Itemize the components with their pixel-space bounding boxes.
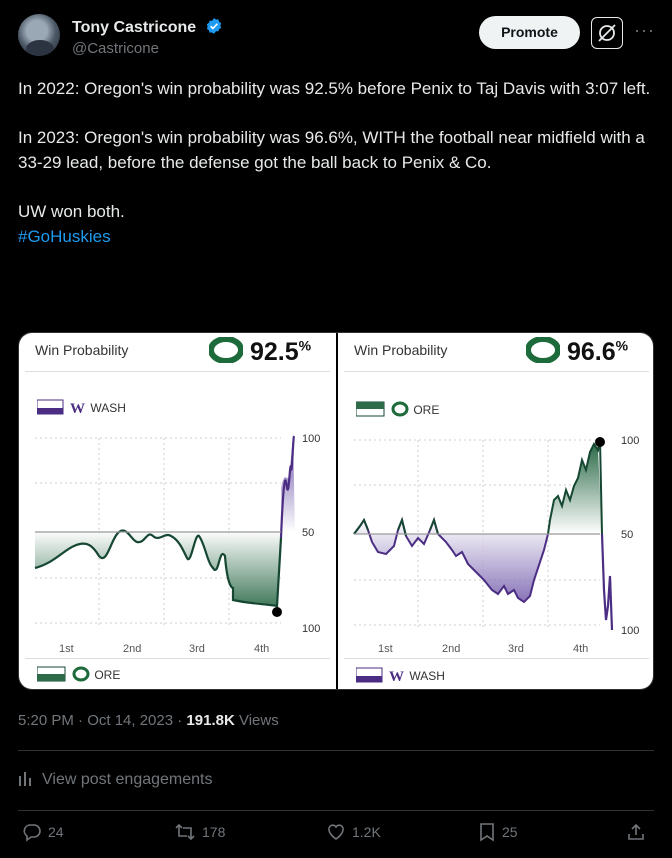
- svg-text:W: W: [70, 401, 85, 415]
- repost-count: 178: [202, 824, 226, 840]
- grok-slash-icon: [598, 24, 616, 42]
- bookmark-count: 25: [502, 824, 518, 840]
- repost-icon: [175, 823, 195, 841]
- share-button[interactable]: [626, 822, 646, 842]
- verified-badge-icon: [206, 18, 221, 34]
- quarter-label: 1st: [59, 643, 74, 655]
- wash-late-line: [600, 533, 614, 631]
- tweet-text: In 2022: Oregon's win probability was 92…: [18, 76, 654, 249]
- tweet-paragraph-1: In 2022: Oregon's win probability was 92…: [18, 79, 651, 98]
- legend-top: ORE: [355, 401, 440, 417]
- win-probability-chart-2023: 100 50 100 1st 2nd 3rd 4th: [353, 435, 639, 655]
- heart-icon: [328, 824, 344, 840]
- percentage-sign: %: [298, 337, 312, 354]
- ore-line: [34, 529, 283, 608]
- wash-line: [353, 516, 549, 604]
- card-title: Win Probability: [35, 342, 129, 358]
- quarter-label: 2nd: [442, 643, 460, 655]
- view-count: 191.8K: [186, 712, 235, 729]
- views-label: Views: [234, 712, 279, 729]
- wash-area: [354, 520, 548, 602]
- analytics-icon: [19, 772, 31, 786]
- y-label-mid: 50: [621, 529, 633, 541]
- divider: [18, 810, 654, 811]
- author-name-row[interactable]: Tony Castricone: [72, 17, 223, 37]
- more-icon[interactable]: ···: [634, 20, 655, 40]
- bookmark-icon: [480, 823, 494, 842]
- quarter-label: 3rd: [508, 643, 524, 655]
- tweet-media[interactable]: Win Probability 92.5% W WASH: [18, 332, 654, 690]
- view-engagements-link[interactable]: View post engagements: [18, 770, 212, 789]
- divider: [18, 750, 654, 751]
- tweet-timestamp[interactable]: 5:20 PM · Oct 14, 2023 ·: [18, 712, 187, 729]
- bookmark-button[interactable]: 25: [478, 822, 518, 842]
- uw-legend-icon: W: [355, 667, 404, 685]
- percentage-value: 96.6: [566, 338, 616, 366]
- uw-legend-icon: W: [36, 399, 85, 417]
- end-marker: [595, 437, 605, 447]
- legend-bottom: W WASH: [355, 667, 445, 685]
- author-name[interactable]: Tony Castricone: [72, 19, 197, 36]
- author-handle[interactable]: @Castricone: [72, 40, 159, 57]
- divider: [344, 371, 649, 372]
- tweet-paragraph-3: UW won both.: [18, 202, 125, 221]
- oregon-logo-icon: [208, 336, 244, 364]
- repost-button[interactable]: 178: [174, 822, 225, 842]
- ore-area: [35, 530, 281, 606]
- view-engagements-label: View post engagements: [42, 771, 213, 788]
- win-probability-chart-2022: 100 50 100 1st 2nd 3rd 4th: [34, 433, 320, 655]
- action-bar: 24 178 1.2K 25: [18, 822, 654, 850]
- legend-team-label: ORE: [94, 668, 121, 682]
- card-percentage: 92.5%: [208, 336, 312, 367]
- y-label-bottom: 100: [302, 623, 320, 635]
- divider: [25, 658, 330, 659]
- y-label-top: 100: [621, 435, 639, 447]
- tweet-paragraph-2: In 2023: Oregon's win probability was 96…: [18, 128, 645, 172]
- share-icon: [628, 823, 644, 840]
- legend-top: W WASH: [36, 399, 126, 417]
- win-probability-card-2022[interactable]: Win Probability 92.5% W WASH: [19, 333, 336, 689]
- promote-button[interactable]: Promote: [479, 16, 580, 49]
- quarter-label: 4th: [254, 643, 269, 655]
- win-probability-card-2023[interactable]: Win Probability 96.6% ORE: [338, 333, 653, 689]
- quarter-label: 1st: [378, 643, 393, 655]
- reply-icon: [23, 824, 41, 842]
- quarter-label: 2nd: [123, 643, 141, 655]
- legend-team-label: WASH: [90, 401, 126, 415]
- grok-icon[interactable]: [591, 17, 623, 49]
- y-label-mid: 50: [302, 527, 314, 539]
- oregon-logo-icon: [525, 336, 561, 364]
- tweet-meta: 5:20 PM · Oct 14, 2023 · 191.8K Views: [18, 712, 279, 729]
- divider: [25, 371, 330, 372]
- oregon-legend-icon: [36, 666, 90, 682]
- legend-bottom: ORE: [36, 666, 121, 682]
- ore-line: [353, 439, 603, 537]
- quarter-label: 3rd: [189, 643, 205, 655]
- svg-text:W: W: [389, 669, 404, 683]
- end-marker: [272, 607, 282, 617]
- percentage-value: 92.5: [249, 338, 299, 366]
- tweet-header: Tony Castricone @Castricone Promote ···: [18, 14, 658, 64]
- divider: [344, 658, 649, 659]
- hashtag-link[interactable]: #GoHuskies: [18, 227, 111, 246]
- card-title: Win Probability: [354, 342, 448, 358]
- y-label-top: 100: [302, 433, 320, 445]
- oregon-legend-icon: [355, 401, 409, 417]
- legend-team-label: ORE: [413, 403, 440, 417]
- y-label-bottom: 100: [621, 625, 639, 637]
- like-count: 1.2K: [352, 824, 381, 840]
- percentage-sign: %: [615, 337, 629, 354]
- ore-area: [548, 444, 602, 534]
- reply-count: 24: [48, 824, 64, 840]
- card-percentage: 96.6%: [525, 336, 629, 367]
- wash-line: [279, 435, 296, 539]
- quarter-label: 4th: [573, 643, 588, 655]
- reply-button[interactable]: 24: [22, 822, 64, 842]
- like-button[interactable]: 1.2K: [326, 822, 381, 842]
- avatar[interactable]: [18, 14, 60, 56]
- legend-team-label: WASH: [409, 669, 445, 683]
